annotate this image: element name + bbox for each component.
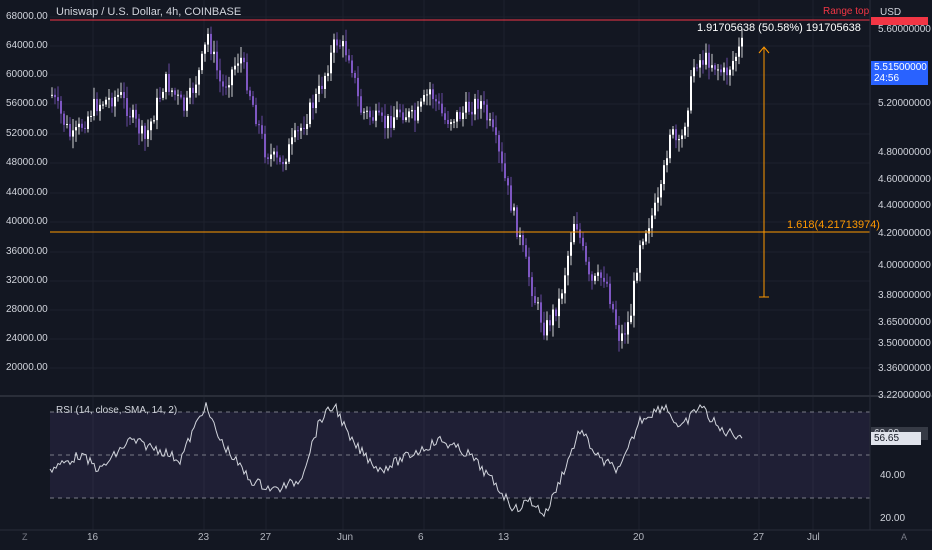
- right-axis-tick: 4.60000000: [878, 174, 931, 185]
- rsi-tick-40: 40.00: [880, 470, 906, 481]
- left-axis-tick: 68000.00: [6, 11, 48, 22]
- measure-label: 1.91705638 (50.58%) 191705638: [697, 22, 861, 34]
- time-axis-tick: 23: [198, 532, 210, 543]
- time-axis-tick: Jun: [337, 532, 354, 543]
- currency-label[interactable]: USD: [880, 7, 902, 18]
- time-axis-tick: 6: [418, 532, 424, 543]
- left-axis-tick: 20000.00: [6, 362, 48, 373]
- time-axis-tick: Jul: [807, 532, 820, 543]
- left-axis-tick: 64000.00: [6, 40, 48, 51]
- rsi-line: [49, 402, 743, 518]
- rsi-tick-20: 20.00: [880, 513, 906, 524]
- left-axis-tick: 44000.00: [6, 187, 48, 198]
- right-axis-tick: 4.20000000: [878, 228, 931, 239]
- range-top-label: Range top: [823, 6, 870, 17]
- left-axis-tick: 52000.00: [6, 128, 48, 139]
- right-axis-tick: 4.00000000: [878, 260, 931, 271]
- zoom-button[interactable]: Z: [22, 532, 28, 542]
- right-axis-tick: 3.65000000: [878, 317, 931, 328]
- right-axis-tick: 5.20000000: [878, 98, 931, 109]
- measure-tool[interactable]: [758, 46, 770, 298]
- fib-label: 1.618(4.21713974): [787, 219, 880, 231]
- right-axis-tick: 3.80000000: [878, 290, 931, 301]
- right-axis-tick: 4.80000000: [878, 147, 931, 158]
- rsi-title[interactable]: RSI (14, close, SMA, 14, 2): [56, 405, 178, 416]
- time-axis-tick: 13: [498, 532, 510, 543]
- right-axis-tick: 3.50000000: [878, 338, 931, 349]
- candlestick-series: [51, 26, 743, 352]
- time-axis-tick: 16: [87, 532, 99, 543]
- time-axis-tick: 27: [753, 532, 765, 543]
- left-axis-tick: 40000.00: [6, 216, 48, 227]
- left-axis-tick: 60000.00: [6, 69, 48, 80]
- grid-lines: [50, 0, 870, 530]
- auto-scale-button[interactable]: A: [901, 532, 908, 542]
- left-axis-tick: 56000.00: [6, 98, 48, 109]
- right-axis-tick: 5.60000000: [878, 24, 931, 35]
- left-axis-tick: 24000.00: [6, 333, 48, 344]
- chart-title[interactable]: Uniswap / U.S. Dollar, 4h, COINBASE: [56, 6, 242, 18]
- left-axis-tick: 28000.00: [6, 304, 48, 315]
- last-price-badge: 5.51500000 24:56: [871, 61, 928, 85]
- time-axis-tick: 20: [633, 532, 645, 543]
- last-price: 5.51500000: [874, 62, 927, 73]
- right-axis-tick: 4.40000000: [878, 200, 931, 211]
- rsi-value-badge: 56.65: [871, 432, 921, 445]
- range-top-price-badge: [871, 17, 928, 25]
- left-axis-tick: 36000.00: [6, 246, 48, 257]
- right-axis-tick: 3.36000000: [878, 363, 931, 374]
- time-axis-tick: 27: [260, 532, 272, 543]
- left-axis-tick: 32000.00: [6, 275, 48, 286]
- left-axis-tick: 48000.00: [6, 157, 48, 168]
- right-axis-tick: 3.22000000: [878, 390, 931, 401]
- bar-countdown: 24:56: [874, 73, 900, 84]
